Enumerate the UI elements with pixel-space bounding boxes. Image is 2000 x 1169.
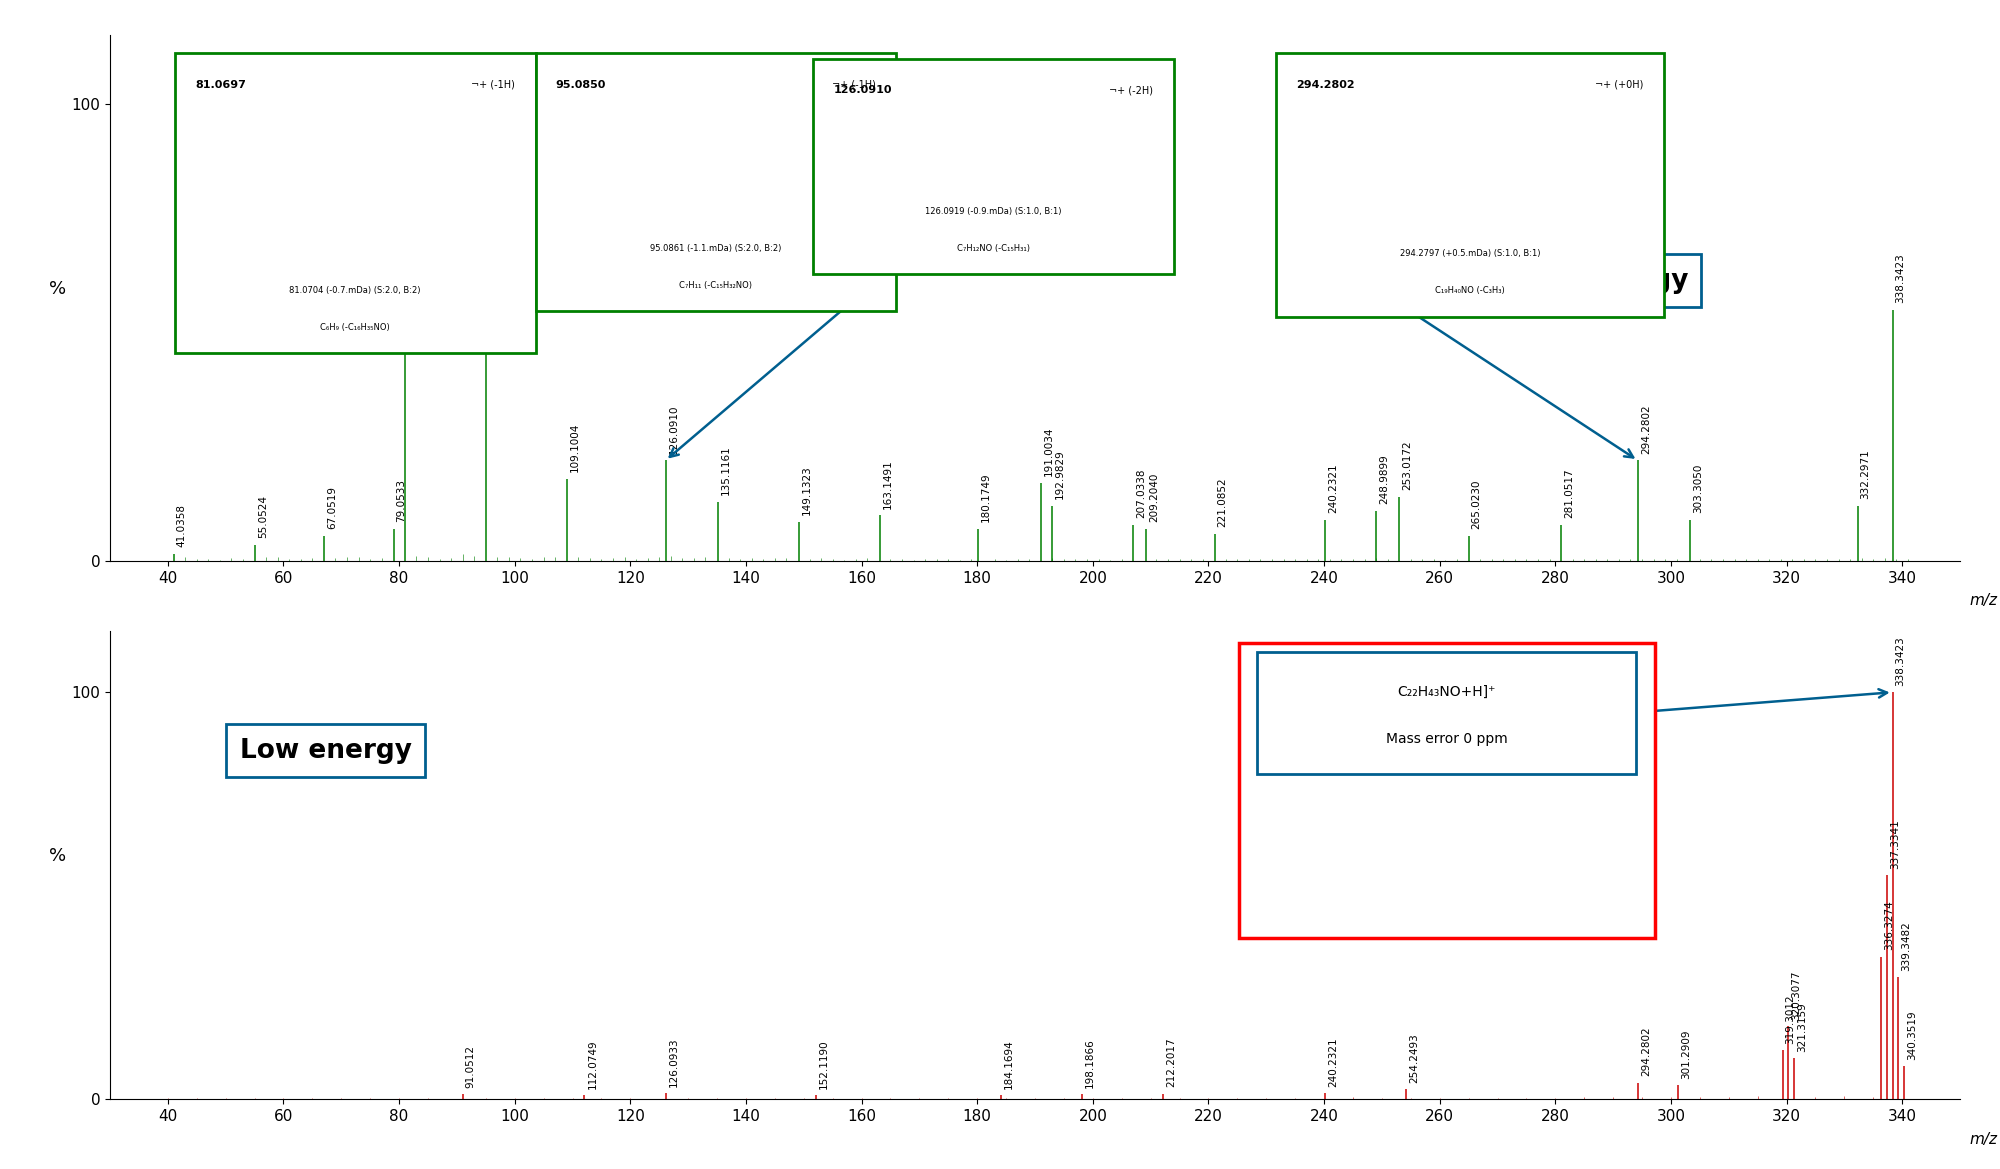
Text: 41.0358: 41.0358 — [176, 504, 186, 547]
Text: 207.0338: 207.0338 — [1136, 468, 1146, 518]
Text: Low energy: Low energy — [240, 738, 412, 763]
Text: 212.2017: 212.2017 — [1166, 1038, 1176, 1087]
Text: 126.0910: 126.0910 — [668, 404, 678, 454]
FancyBboxPatch shape — [1276, 54, 1664, 317]
Text: 294.2802: 294.2802 — [1640, 1026, 1650, 1077]
Text: 338.3423: 338.3423 — [1896, 636, 1906, 686]
Text: 152.1190: 152.1190 — [818, 1039, 828, 1088]
Y-axis label: %: % — [48, 281, 66, 298]
Text: 67.0519: 67.0519 — [328, 486, 338, 530]
Text: 336.3274: 336.3274 — [1884, 900, 1894, 950]
Text: ¬+ (-2H): ¬+ (-2H) — [1110, 85, 1154, 95]
Text: 337.3341: 337.3341 — [1890, 819, 1900, 869]
Text: 303.3050: 303.3050 — [1692, 464, 1702, 513]
Text: 240.2321: 240.2321 — [1328, 1037, 1338, 1087]
Text: 301.2909: 301.2909 — [1682, 1029, 1692, 1079]
Text: 55.0524: 55.0524 — [258, 496, 268, 538]
Text: 248.9899: 248.9899 — [1378, 455, 1388, 504]
Text: 91.0512: 91.0512 — [466, 1045, 476, 1088]
Text: 126.0919 (-0.9.mDa) (S:1.0, B:1): 126.0919 (-0.9.mDa) (S:1.0, B:1) — [926, 207, 1062, 216]
Text: 95.0850: 95.0850 — [556, 79, 606, 90]
Text: 320.3077: 320.3077 — [1792, 970, 1802, 1019]
Text: 126.0933: 126.0933 — [668, 1037, 678, 1087]
Text: C₁₉H₄₀NO (-C₃H₃): C₁₉H₄₀NO (-C₃H₃) — [1434, 286, 1504, 295]
Text: m/z: m/z — [1970, 1132, 1998, 1147]
Text: 198.1866: 198.1866 — [1086, 1038, 1096, 1088]
Text: 81.0697: 81.0697 — [408, 54, 418, 97]
Text: Mass error 0 ppm: Mass error 0 ppm — [1386, 732, 1508, 746]
FancyBboxPatch shape — [814, 58, 1174, 275]
Text: 79.0533: 79.0533 — [396, 479, 406, 523]
Text: 192.9829: 192.9829 — [1056, 450, 1066, 499]
Text: m/z: m/z — [1970, 593, 1998, 608]
Text: 221.0852: 221.0852 — [1218, 477, 1228, 527]
Text: 294.2802: 294.2802 — [1640, 404, 1650, 454]
Text: 294.2797 (+0.5.mDa) (S:1.0, B:1): 294.2797 (+0.5.mDa) (S:1.0, B:1) — [1400, 249, 1540, 258]
Text: C₆H₉ (-C₁₆H₃₅NO): C₆H₉ (-C₁₆H₃₅NO) — [320, 323, 390, 332]
Text: 191.0034: 191.0034 — [1044, 427, 1054, 477]
Text: 338.3423: 338.3423 — [1896, 253, 1906, 303]
Y-axis label: %: % — [48, 848, 66, 865]
Text: 95.0850: 95.0850 — [490, 109, 500, 152]
Text: 321.3159: 321.3159 — [1798, 1002, 1808, 1052]
FancyBboxPatch shape — [536, 54, 896, 311]
Text: 126.0910: 126.0910 — [834, 85, 892, 95]
FancyBboxPatch shape — [174, 54, 536, 353]
Text: 340.3519: 340.3519 — [1908, 1011, 1918, 1060]
Text: 180.1749: 180.1749 — [982, 472, 992, 523]
Text: 253.0172: 253.0172 — [1402, 441, 1412, 490]
Text: C₇H₁₁ (-C₁₅H₃₂NO): C₇H₁₁ (-C₁₅H₃₂NO) — [680, 281, 752, 290]
Text: 112.0749: 112.0749 — [588, 1039, 598, 1088]
FancyBboxPatch shape — [1258, 652, 1636, 774]
Text: 254.2493: 254.2493 — [1410, 1033, 1420, 1082]
Text: 319.3012: 319.3012 — [1786, 995, 1796, 1044]
Text: 294.2802: 294.2802 — [1296, 79, 1354, 90]
Text: 163.1491: 163.1491 — [882, 458, 892, 509]
Text: 281.0517: 281.0517 — [1564, 468, 1574, 518]
Text: 209.2040: 209.2040 — [1148, 473, 1158, 523]
Text: 265.0230: 265.0230 — [1472, 479, 1482, 530]
Text: 95.0861 (-1.1.mDa) (S:2.0, B:2): 95.0861 (-1.1.mDa) (S:2.0, B:2) — [650, 244, 782, 253]
Text: 109.1004: 109.1004 — [570, 422, 580, 472]
Text: 240.2321: 240.2321 — [1328, 463, 1338, 513]
Text: High energy: High energy — [1506, 268, 1688, 293]
Text: 149.1323: 149.1323 — [802, 465, 812, 516]
Text: C₂₂H₄₃NO+H]⁺: C₂₂H₄₃NO+H]⁺ — [1398, 685, 1496, 699]
Text: C₇H₁₂NO (-C₁₅H₃₁): C₇H₁₂NO (-C₁₅H₃₁) — [956, 244, 1030, 253]
FancyBboxPatch shape — [1238, 643, 1654, 938]
Text: 339.3482: 339.3482 — [1902, 921, 1912, 970]
Text: ¬+ (-1H): ¬+ (-1H) — [832, 79, 876, 90]
Text: 135.1161: 135.1161 — [720, 445, 730, 494]
Text: 184.1694: 184.1694 — [1004, 1039, 1014, 1088]
Text: ¬+ (+0H): ¬+ (+0H) — [1596, 79, 1644, 90]
Text: 332.2971: 332.2971 — [1860, 450, 1870, 499]
Text: 81.0704 (-0.7.mDa) (S:2.0, B:2): 81.0704 (-0.7.mDa) (S:2.0, B:2) — [290, 286, 420, 295]
Text: 81.0697: 81.0697 — [196, 79, 246, 90]
Text: ¬+ (-1H): ¬+ (-1H) — [472, 79, 516, 90]
